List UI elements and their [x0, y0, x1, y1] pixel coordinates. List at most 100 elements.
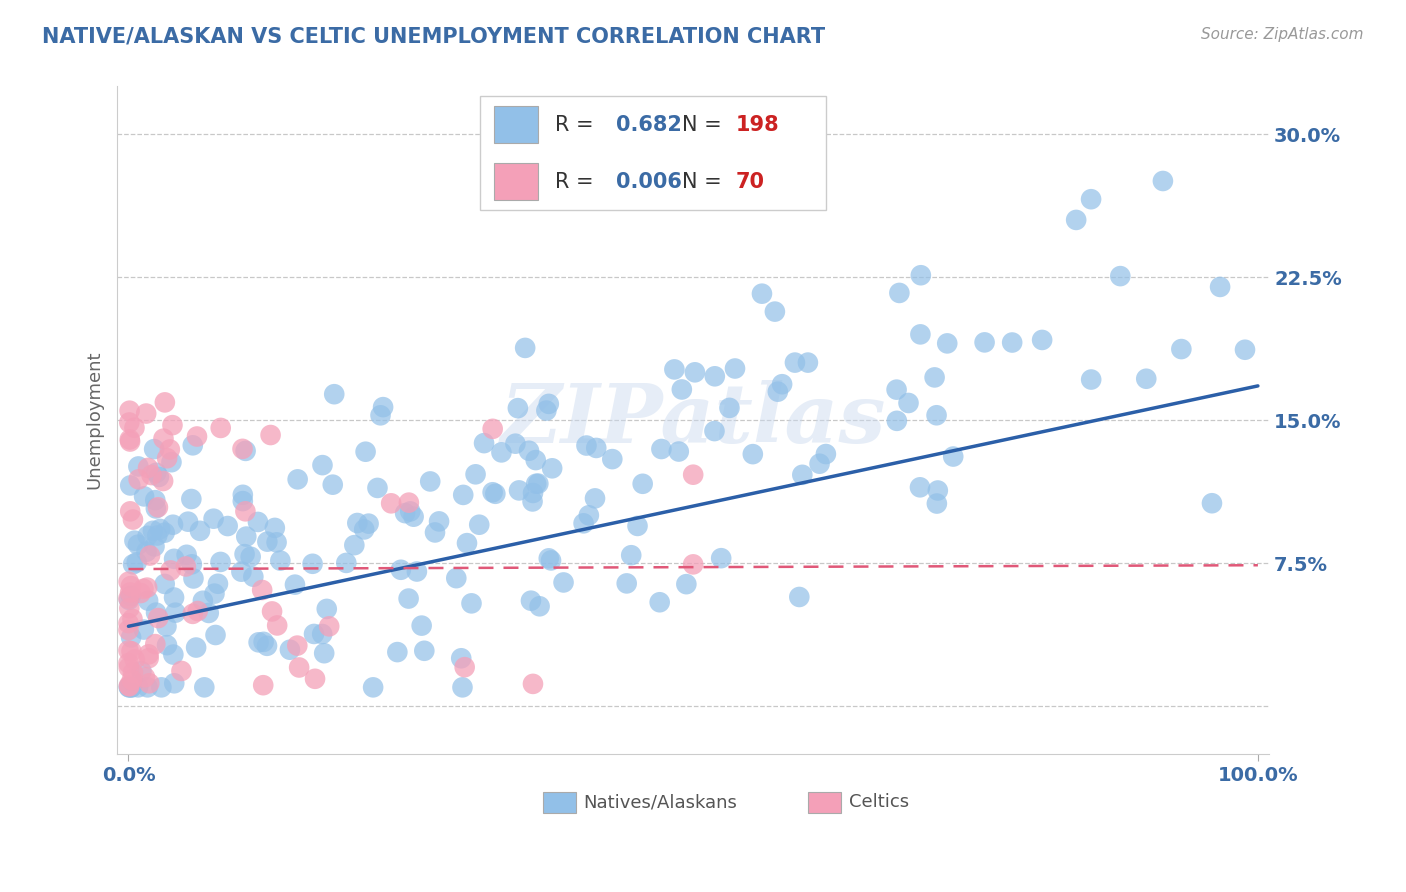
Point — [284, 577, 307, 591]
Point — [117, 643, 139, 657]
Point — [176, 548, 198, 562]
Point — [682, 467, 704, 482]
Point — [783, 355, 806, 369]
Point — [620, 548, 643, 562]
Point — [1170, 342, 1192, 356]
Point — [460, 596, 482, 610]
Point — [159, 564, 181, 578]
Point — [668, 444, 690, 458]
Point — [122, 558, 145, 572]
Point — [541, 461, 564, 475]
Point — [770, 377, 793, 392]
Point — [150, 681, 173, 695]
Text: 70: 70 — [735, 171, 765, 192]
Point — [789, 590, 811, 604]
Point — [143, 493, 166, 508]
Point — [446, 571, 468, 585]
Point — [118, 433, 141, 447]
Point — [481, 485, 503, 500]
Point — [354, 444, 377, 458]
Point — [1080, 192, 1102, 206]
Point — [522, 494, 544, 508]
Point — [156, 451, 179, 466]
Point — [484, 487, 506, 501]
Point — [191, 593, 214, 607]
Point — [537, 551, 560, 566]
Point — [117, 656, 139, 670]
Point — [118, 592, 141, 607]
Point — [145, 606, 167, 620]
Point — [585, 441, 607, 455]
Point — [136, 581, 159, 595]
Point — [231, 442, 253, 456]
Point — [235, 504, 257, 518]
Point — [152, 474, 174, 488]
Point — [481, 422, 503, 436]
Point — [278, 642, 301, 657]
Point — [671, 383, 693, 397]
Text: NATIVE/ALASKAN VS CELTIC UNEMPLOYMENT CORRELATION CHART: NATIVE/ALASKAN VS CELTIC UNEMPLOYMENT CO… — [42, 27, 825, 46]
Point — [136, 681, 159, 695]
Point — [703, 424, 725, 438]
Point — [246, 515, 269, 529]
Point — [117, 616, 139, 631]
Text: Natives/Alaskans: Natives/Alaskans — [583, 793, 738, 811]
Point — [942, 450, 965, 464]
Point — [148, 611, 170, 625]
Point — [252, 635, 274, 649]
Point — [886, 414, 908, 428]
Point — [145, 466, 167, 480]
Point — [204, 586, 226, 600]
Text: Celtics: Celtics — [849, 793, 908, 811]
Point — [1109, 269, 1132, 284]
Point — [924, 370, 946, 384]
Point — [197, 606, 219, 620]
Point — [399, 504, 422, 518]
Point — [186, 429, 208, 443]
Point — [117, 591, 139, 606]
Point — [120, 579, 142, 593]
Point — [357, 516, 380, 531]
Point — [146, 500, 169, 515]
Point — [163, 551, 186, 566]
Point — [162, 517, 184, 532]
Point — [1135, 372, 1157, 386]
Point — [925, 497, 948, 511]
Point — [506, 401, 529, 416]
Point — [204, 628, 226, 642]
Point — [1001, 335, 1024, 350]
FancyBboxPatch shape — [494, 106, 537, 143]
Point — [155, 619, 177, 633]
Point — [132, 489, 155, 503]
Point — [583, 491, 606, 506]
Point — [288, 660, 311, 674]
Point — [132, 623, 155, 637]
FancyBboxPatch shape — [494, 163, 537, 200]
Point — [724, 361, 747, 376]
Point — [242, 570, 264, 584]
Point — [515, 341, 537, 355]
Point — [184, 640, 207, 655]
Point — [524, 453, 547, 467]
Point — [529, 599, 551, 614]
Point — [1080, 372, 1102, 386]
Point — [936, 336, 959, 351]
Point — [120, 504, 142, 518]
Point — [134, 670, 156, 684]
Point — [491, 445, 513, 459]
Point — [138, 676, 160, 690]
Point — [371, 400, 394, 414]
Point — [675, 577, 697, 591]
Point — [380, 496, 402, 510]
Point — [451, 681, 474, 695]
Text: ZIPatlas: ZIPatlas — [501, 380, 886, 460]
Point — [187, 604, 209, 618]
Point — [145, 501, 167, 516]
Point — [129, 586, 152, 600]
Point — [127, 459, 149, 474]
Point — [160, 455, 183, 469]
Point — [343, 538, 366, 552]
Point — [263, 521, 285, 535]
Point — [520, 593, 543, 607]
Point — [1209, 280, 1232, 294]
